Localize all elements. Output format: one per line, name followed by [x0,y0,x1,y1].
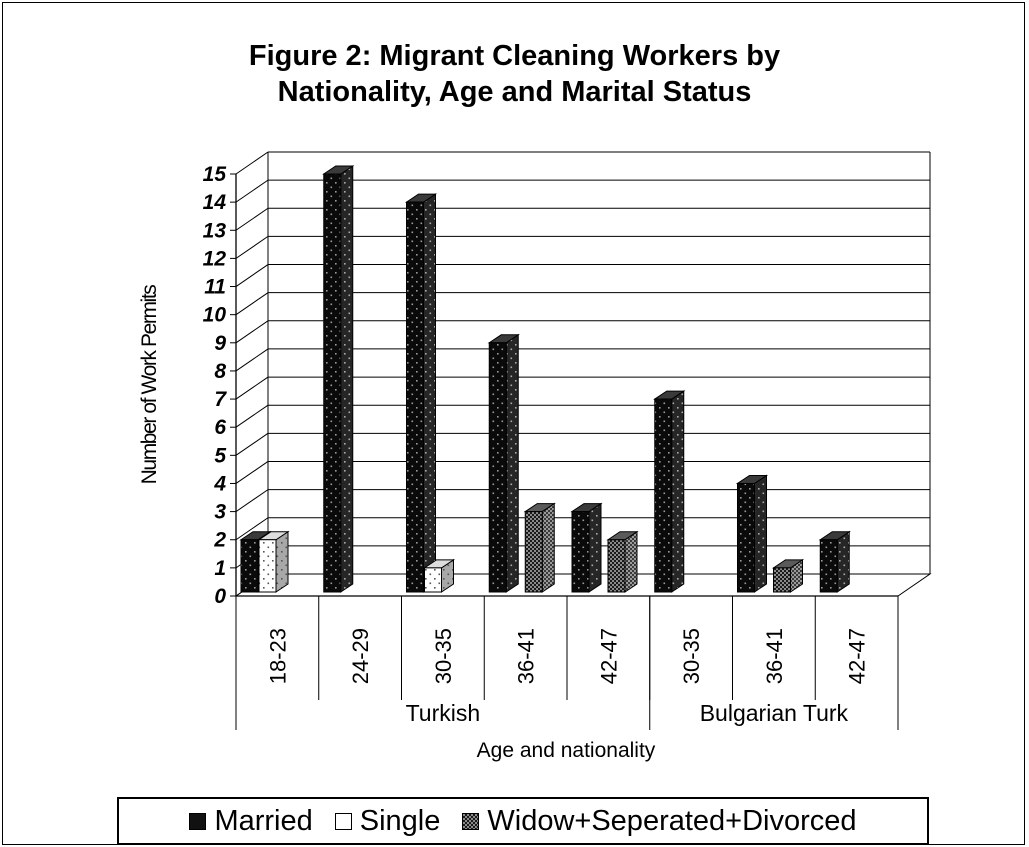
gridline-side [235,292,269,316]
y-tick-label: 10 [203,304,227,327]
chart-title-line-2: Nationality, Age and Marital Status [277,76,752,108]
x-tick-label: 18-23 [265,628,290,684]
gridline-side [235,517,269,541]
y-tick-label: 11 [204,276,226,299]
bar-side [541,502,555,593]
legend-item-single: Single [334,804,441,838]
y-tick-label: 2 [213,529,226,552]
bar-married-24-29 [322,165,355,593]
gridline-side [235,179,269,203]
bar-married-30-35 [653,390,686,593]
bar-front [607,539,626,593]
bar-side [588,502,602,593]
bar-widow-seperated-divorced-36-41 [523,502,556,593]
gridline-side [235,264,269,287]
gridline-side [235,235,269,259]
legend-item-married: Married [189,804,313,838]
y-tick-label: 1 [214,557,226,580]
bar-widow-seperated-divorced-42-47 [606,530,639,593]
y-tick-label: 7 [214,388,227,411]
y-tick-label: 3 [214,501,226,524]
x-tick-label: 30-35 [431,628,456,684]
x-category-axis: 18-23 24-29 30-35 36-41 42-47 30-35 36-41 42-47… [235,596,899,730]
y-tick-label: 15 [203,163,227,186]
x-tick-label: 24-29 [348,628,373,684]
legend-label-single: Single [359,804,441,837]
bar-married-42-47 [818,530,851,593]
legend-label-widow: Widow+Seperated+Divorced [487,804,857,837]
bar-front [424,567,442,593]
y-tick-label: 14 [203,191,227,214]
x-group-label: Turkish [406,700,481,726]
bar-married-30-35 [404,193,438,593]
chart-title-line-1: Figure 2: Migrant Cleaning Workers by [248,40,781,72]
bar-front [488,342,507,593]
gridline-side [235,207,269,231]
bar-front [258,539,277,593]
bar-married-36-41 [487,333,520,593]
x-tick-label: 30-35 [679,628,704,684]
bar-widow-seperated-divorced-36-41 [771,558,805,593]
y-tick-label: 0 [214,585,226,608]
y-tick-label: 8 [214,360,226,383]
x-axis-label: Age and nationality [477,739,656,762]
bar-side [505,333,519,593]
gridline-side [235,404,269,428]
y-tick-label: 13 [203,219,227,242]
bar-side [836,530,850,593]
bars [239,165,851,593]
y-tick-label: 4 [213,472,226,495]
gridline-side [235,376,269,400]
legend-swatch-widow [462,812,480,830]
bar-front [571,511,590,593]
bar-single-18-23 [257,530,290,593]
chart-title: Figure 2: Migrant Cleaning Workers by Na… [0,38,1029,110]
bar-side [275,530,289,593]
bar-front [654,398,673,593]
bar-front [819,539,838,593]
gridline-side [235,320,269,344]
gridline-side [235,151,269,175]
y-tick-label: 6 [214,416,226,439]
bar-side [624,530,638,593]
bar-side [671,390,685,593]
gridline-side [235,461,269,484]
bar-side [423,193,436,593]
legend-label-married: Married [214,804,313,837]
x-tick-label: 42-47 [845,628,870,684]
bar-front [406,201,424,593]
bar-married-36-41 [735,474,769,593]
y-tick-label: 12 [203,247,227,270]
x-tick-label: 36-41 [762,628,787,684]
bar-married-42-47 [570,502,603,593]
y-tick-label: 9 [214,332,226,355]
gridline-side [235,432,269,456]
x-tick-label: 42-47 [596,628,621,684]
bar-side [340,165,354,593]
bar-front [737,482,755,593]
x-group-label: Bulgarian Turk [700,700,849,726]
gridline-side [235,348,269,372]
x-tick-label: 36-41 [514,628,539,684]
y-axis-label: Number of Work Permits [138,285,161,485]
bar-front [240,539,259,593]
legend-swatch-single [334,812,352,830]
legend: Married Single Widow+Seperated+Divorced [117,797,929,845]
legend-swatch-married [189,812,207,830]
legend-item-widow: Widow+Seperated+Divorced [462,804,857,838]
bar-front [323,173,342,593]
bar-single-30-35 [422,558,456,593]
bar-front [773,567,791,593]
gridline-side [235,489,269,513]
bar-front [524,511,543,593]
bar-side [754,474,767,593]
y-tick-label: 5 [214,444,226,467]
